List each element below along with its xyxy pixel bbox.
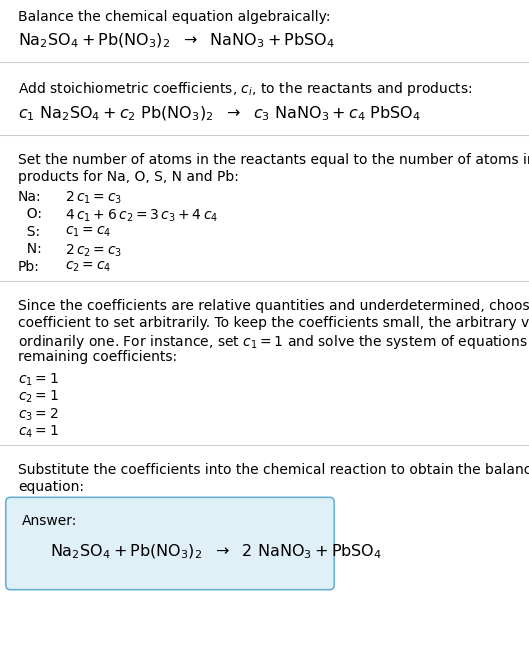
- Text: $c_2 = 1$: $c_2 = 1$: [18, 389, 59, 406]
- Text: N:: N:: [18, 243, 42, 256]
- Text: O:: O:: [18, 208, 42, 221]
- Text: remaining coefficients:: remaining coefficients:: [18, 351, 177, 364]
- Text: $c_1 = 1$: $c_1 = 1$: [18, 371, 59, 388]
- Text: Balance the chemical equation algebraically:: Balance the chemical equation algebraica…: [18, 10, 331, 24]
- Text: ordinarily one. For instance, set $c_1 = 1$ and solve the system of equations fo: ordinarily one. For instance, set $c_1 =…: [18, 333, 529, 351]
- Text: $2\,c_1 = c_3$: $2\,c_1 = c_3$: [65, 190, 122, 206]
- Text: $c_2 = c_4$: $c_2 = c_4$: [65, 260, 112, 274]
- Text: $\mathrm{Na_2SO_4 + Pb(NO_3)_2}$  $\rightarrow$  $\mathrm{2\ NaNO_3 + PbSO_4}$: $\mathrm{Na_2SO_4 + Pb(NO_3)_2}$ $\right…: [50, 542, 382, 561]
- Text: $4\,c_1 + 6\,c_2 = 3\,c_3 + 4\,c_4$: $4\,c_1 + 6\,c_2 = 3\,c_3 + 4\,c_4$: [65, 208, 218, 224]
- Text: Answer:: Answer:: [22, 514, 77, 529]
- Text: Set the number of atoms in the reactants equal to the number of atoms in the: Set the number of atoms in the reactants…: [18, 153, 529, 167]
- Text: coefficient to set arbitrarily. To keep the coefficients small, the arbitrary va: coefficient to set arbitrarily. To keep …: [18, 316, 529, 331]
- Text: Na:: Na:: [18, 190, 42, 204]
- Text: equation:: equation:: [18, 481, 84, 494]
- Text: $c_4 = 1$: $c_4 = 1$: [18, 424, 59, 441]
- Text: Add stoichiometric coefficients, $c_i$, to the reactants and products:: Add stoichiometric coefficients, $c_i$, …: [18, 80, 472, 98]
- Text: $\mathrm{Na_2SO_4 + Pb(NO_3)_2}$  $\rightarrow$  $\mathrm{NaNO_3 + PbSO_4}$: $\mathrm{Na_2SO_4 + Pb(NO_3)_2}$ $\right…: [18, 32, 335, 50]
- Text: $c_1 = c_4$: $c_1 = c_4$: [65, 225, 112, 239]
- FancyBboxPatch shape: [6, 498, 334, 589]
- Text: Pb:: Pb:: [18, 260, 40, 274]
- Text: Substitute the coefficients into the chemical reaction to obtain the balanced: Substitute the coefficients into the che…: [18, 463, 529, 477]
- Text: S:: S:: [18, 225, 40, 239]
- Text: products for Na, O, S, N and Pb:: products for Na, O, S, N and Pb:: [18, 170, 239, 184]
- Text: $c_3 = 2$: $c_3 = 2$: [18, 406, 59, 423]
- Text: Since the coefficients are relative quantities and underdetermined, choose a: Since the coefficients are relative quan…: [18, 300, 529, 314]
- Text: $c_1\ \mathrm{Na_2SO_4} + c_2\ \mathrm{Pb(NO_3)_2}$  $\rightarrow$  $c_3\ \mathr: $c_1\ \mathrm{Na_2SO_4} + c_2\ \mathrm{P…: [18, 105, 421, 124]
- Text: $2\,c_2 = c_3$: $2\,c_2 = c_3$: [65, 243, 122, 259]
